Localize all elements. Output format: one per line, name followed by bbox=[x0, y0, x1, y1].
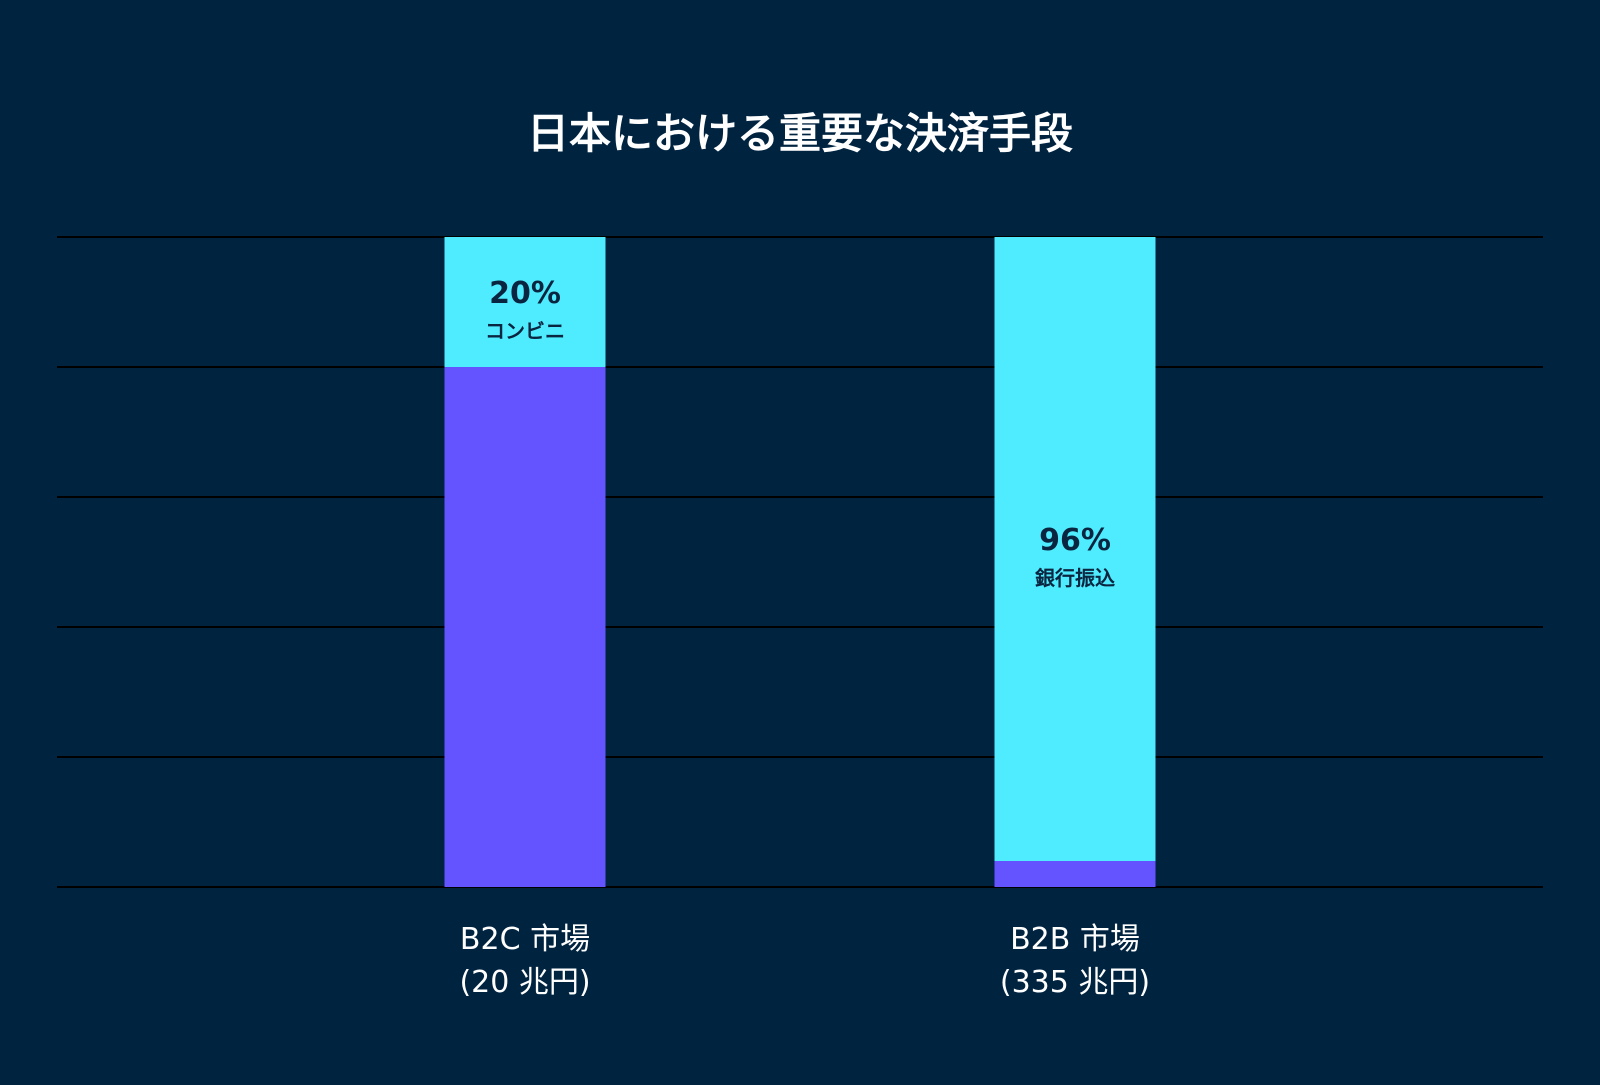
bar-segment bbox=[444, 367, 606, 887]
bars bbox=[444, 237, 1156, 887]
data-label-value: 20% bbox=[489, 276, 561, 311]
category-label-size: (335 兆円) bbox=[1000, 965, 1150, 1000]
data-label-method: 銀行振込 bbox=[1035, 566, 1115, 590]
gridlines bbox=[57, 236, 1543, 888]
category-label-market: B2B 市場 bbox=[1010, 922, 1140, 957]
bar-segment bbox=[444, 237, 606, 367]
category-label-market: B2C 市場 bbox=[460, 922, 590, 957]
data-labels: 20% コンビニ 96% 銀行振込 bbox=[485, 276, 1115, 590]
chart-title: 日本における重要な決済手段 bbox=[527, 109, 1073, 158]
data-label-method: コンビニ bbox=[485, 319, 565, 343]
category-labels: B2C 市場 (20 兆円) B2B 市場 (335 兆円) bbox=[459, 922, 1150, 1000]
data-label-value: 96% bbox=[1039, 523, 1111, 558]
bar-segment bbox=[994, 861, 1156, 887]
category-label-size: (20 兆円) bbox=[459, 965, 590, 1000]
bar-segment bbox=[994, 237, 1156, 861]
